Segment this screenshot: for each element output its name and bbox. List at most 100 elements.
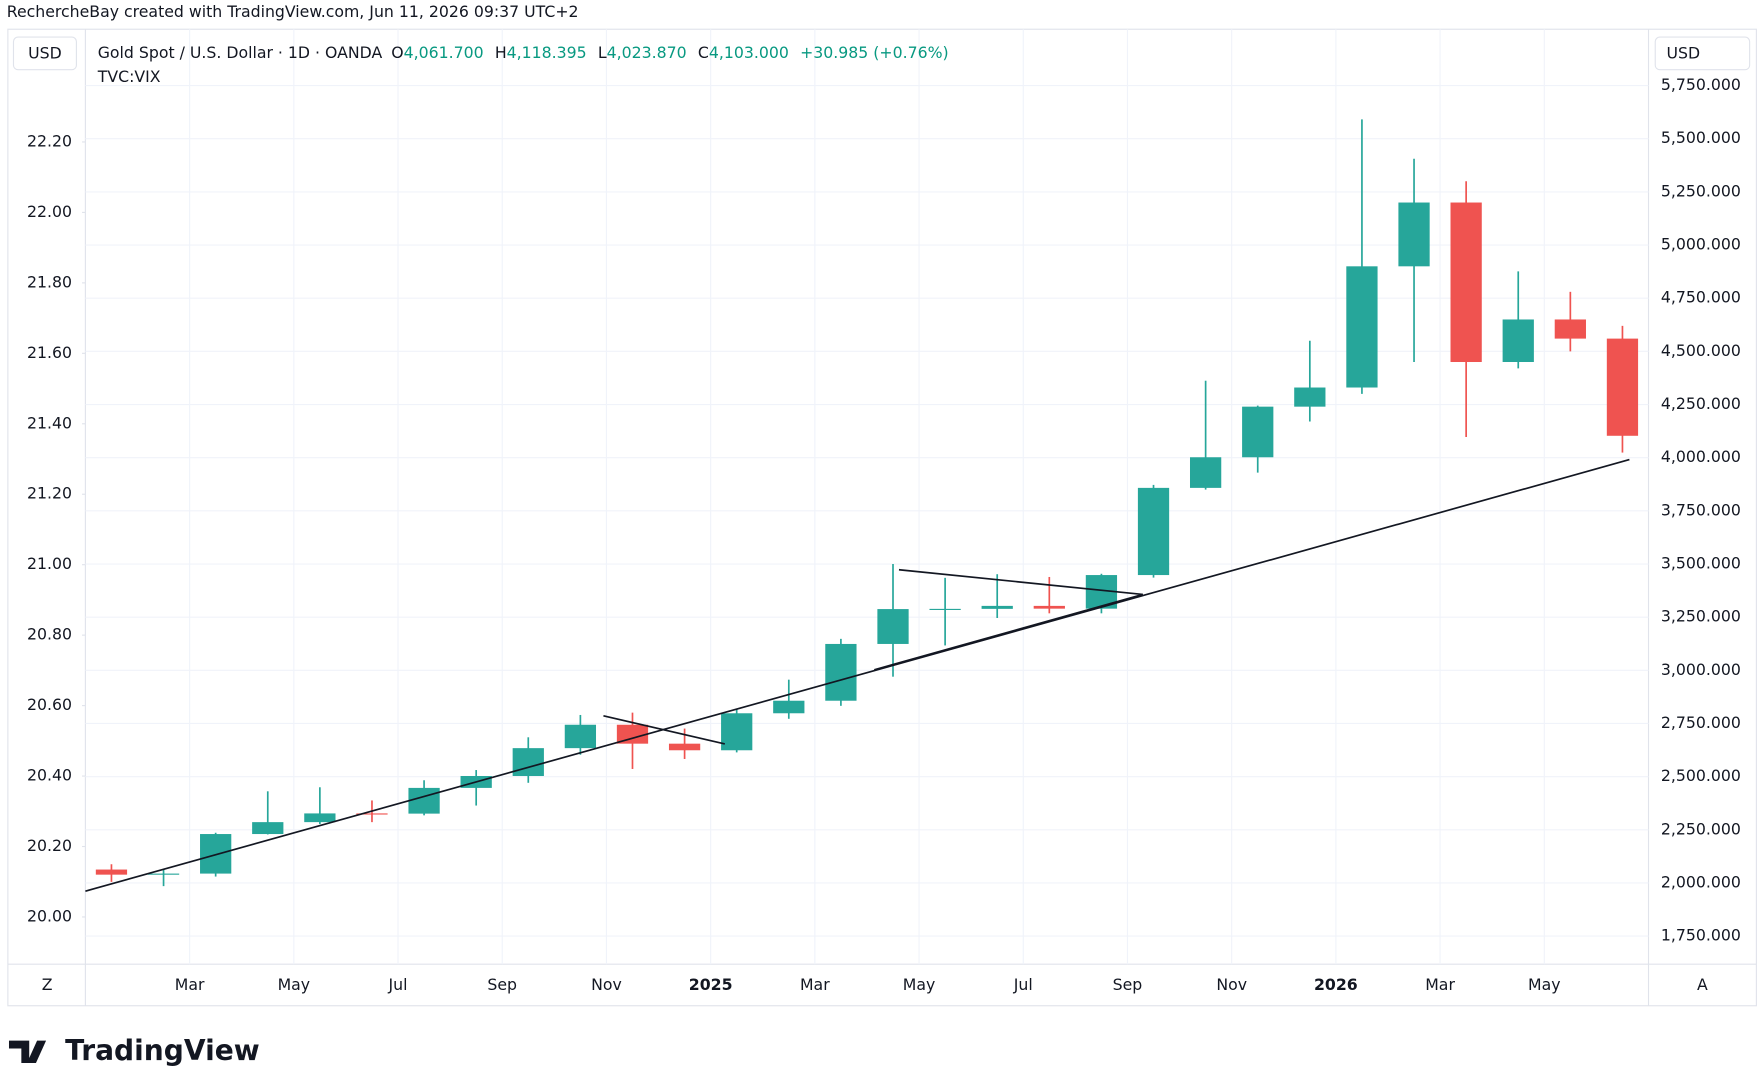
legend-value: 4,103.000 bbox=[709, 42, 789, 61]
candle-body bbox=[1398, 202, 1430, 267]
y-tick-label: 3,750.000 bbox=[1661, 500, 1741, 519]
y-tick-label: 3,000.000 bbox=[1661, 660, 1741, 679]
y-tick-label: 4,000.000 bbox=[1661, 447, 1741, 466]
candle-body bbox=[929, 608, 961, 610]
x-tick-label: Mar bbox=[175, 975, 205, 994]
candle-body bbox=[356, 813, 388, 815]
currency-button[interactable] bbox=[12, 36, 77, 71]
candle-body bbox=[1189, 457, 1222, 488]
x-tick-label: May bbox=[278, 975, 310, 994]
left-axis-label[interactable]: USD bbox=[28, 43, 62, 62]
x-tick-label: 2025 bbox=[689, 975, 733, 994]
y-tick-label: 4,250.000 bbox=[1661, 394, 1741, 413]
candle-body bbox=[1033, 605, 1065, 609]
y-tick-label: 4,750.000 bbox=[1661, 288, 1741, 307]
trendline bbox=[85, 458, 1630, 892]
candle-body bbox=[616, 724, 649, 744]
legend: Gold Spot / U.S. Dollar · 1D · OANDA O4,0… bbox=[98, 42, 949, 61]
candle-body bbox=[1606, 338, 1639, 436]
y-tick-label: 4,500.000 bbox=[1661, 341, 1741, 360]
candle-body bbox=[1554, 319, 1586, 339]
y2-tick-label: 21.20 bbox=[27, 484, 72, 503]
candle-body bbox=[564, 724, 597, 749]
y-tick-label: 5,500.000 bbox=[1661, 128, 1741, 147]
y2-tick-label: 20.40 bbox=[27, 766, 72, 785]
x-tick-label: Sep bbox=[1113, 975, 1143, 994]
candle-body bbox=[408, 787, 440, 814]
legend-title: Gold Spot / U.S. Dollar · 1D · OANDA bbox=[98, 42, 383, 61]
x-tick-label: Jul bbox=[388, 975, 408, 994]
y2-tick-label: 20.80 bbox=[27, 625, 72, 644]
candle-body bbox=[668, 743, 701, 751]
candle-body bbox=[1502, 319, 1534, 363]
y-tick-label: 5,750.000 bbox=[1661, 75, 1741, 94]
candles bbox=[95, 119, 1639, 887]
x-tick-label: 2026 bbox=[1314, 975, 1358, 994]
y-tick-label: 3,250.000 bbox=[1661, 607, 1741, 626]
x-tick-label: Jul bbox=[1013, 975, 1033, 994]
legend-key: H bbox=[495, 42, 507, 61]
chart-frame bbox=[7, 28, 1757, 1007]
trendline bbox=[898, 568, 1143, 596]
currency-button[interactable] bbox=[1654, 36, 1751, 71]
x-tick-label: May bbox=[903, 975, 936, 994]
y-tick-label: 5,000.000 bbox=[1661, 235, 1741, 254]
candle-body bbox=[773, 700, 805, 714]
y-tick-label: 2,250.000 bbox=[1661, 819, 1741, 838]
candle-body bbox=[1346, 266, 1378, 388]
legend-key: O bbox=[391, 42, 403, 61]
candle-body bbox=[200, 834, 232, 874]
y2-tick-label: 21.00 bbox=[27, 554, 72, 573]
candle-body bbox=[1450, 202, 1482, 363]
legend-change: +30.985 (+0.76%) bbox=[800, 42, 949, 61]
candle-body bbox=[721, 713, 753, 751]
candle-body bbox=[147, 873, 180, 875]
trendlines bbox=[85, 458, 1630, 892]
candle-body bbox=[95, 869, 128, 875]
candle-body bbox=[512, 748, 544, 776]
x-tick-label: Mar bbox=[1425, 975, 1455, 994]
y-tick-label: 2,750.000 bbox=[1661, 713, 1741, 732]
z-button[interactable]: Z bbox=[42, 975, 53, 994]
y-tick-label: 3,500.000 bbox=[1661, 554, 1741, 573]
y2-tick-label: 20.00 bbox=[27, 906, 72, 925]
y2-tick-label: 21.80 bbox=[27, 272, 72, 291]
y-tick-label: 5,250.000 bbox=[1661, 181, 1741, 200]
x-tick-label: Nov bbox=[1216, 975, 1247, 994]
y2-tick-label: 22.00 bbox=[27, 202, 72, 221]
candle-body bbox=[252, 822, 284, 835]
y2-tick-label: 20.60 bbox=[27, 695, 72, 714]
legend-value: 4,061.700 bbox=[404, 42, 484, 61]
legend-value: 4,118.395 bbox=[507, 42, 587, 61]
trendline bbox=[603, 715, 725, 745]
x-tick-label: Mar bbox=[800, 975, 830, 994]
y-tick-label: 1,750.000 bbox=[1661, 926, 1741, 945]
y-tick-label: 2,500.000 bbox=[1661, 766, 1741, 785]
right-axis-label[interactable]: USD bbox=[1666, 43, 1700, 62]
candle-body bbox=[1294, 387, 1326, 407]
y-tick-label: 2,000.000 bbox=[1661, 872, 1741, 891]
logo: TradingView bbox=[8, 1034, 260, 1067]
candle-body bbox=[981, 605, 1013, 609]
legend-key: L bbox=[598, 42, 607, 61]
candle-body bbox=[304, 813, 336, 823]
grid: Mar May Jul Sep Nov 2025 Mar May Jul Sep Nov 2026 Ma… bbox=[27, 29, 1741, 994]
legend-value: 4,023.870 bbox=[607, 42, 687, 61]
legend-key: C bbox=[698, 42, 709, 61]
logo-text: TradingView bbox=[65, 1034, 260, 1067]
candle-body bbox=[1137, 487, 1170, 576]
credit: RechercheBay created with TradingView.co… bbox=[7, 2, 579, 21]
logo-mark bbox=[8, 1040, 47, 1064]
x-tick-label: May bbox=[1528, 975, 1560, 994]
a-button[interactable]: A bbox=[1697, 975, 1708, 994]
x-tick-label: Nov bbox=[591, 975, 622, 994]
candle-body bbox=[825, 643, 857, 701]
candle-body bbox=[1242, 406, 1274, 458]
x-tick-label: Sep bbox=[487, 975, 517, 994]
trendline bbox=[874, 593, 1144, 671]
y2-tick-label: 20.20 bbox=[27, 836, 72, 855]
y2-tick-label: 21.40 bbox=[27, 413, 72, 432]
legend-second-symbol: TVC:VIX bbox=[97, 67, 161, 86]
